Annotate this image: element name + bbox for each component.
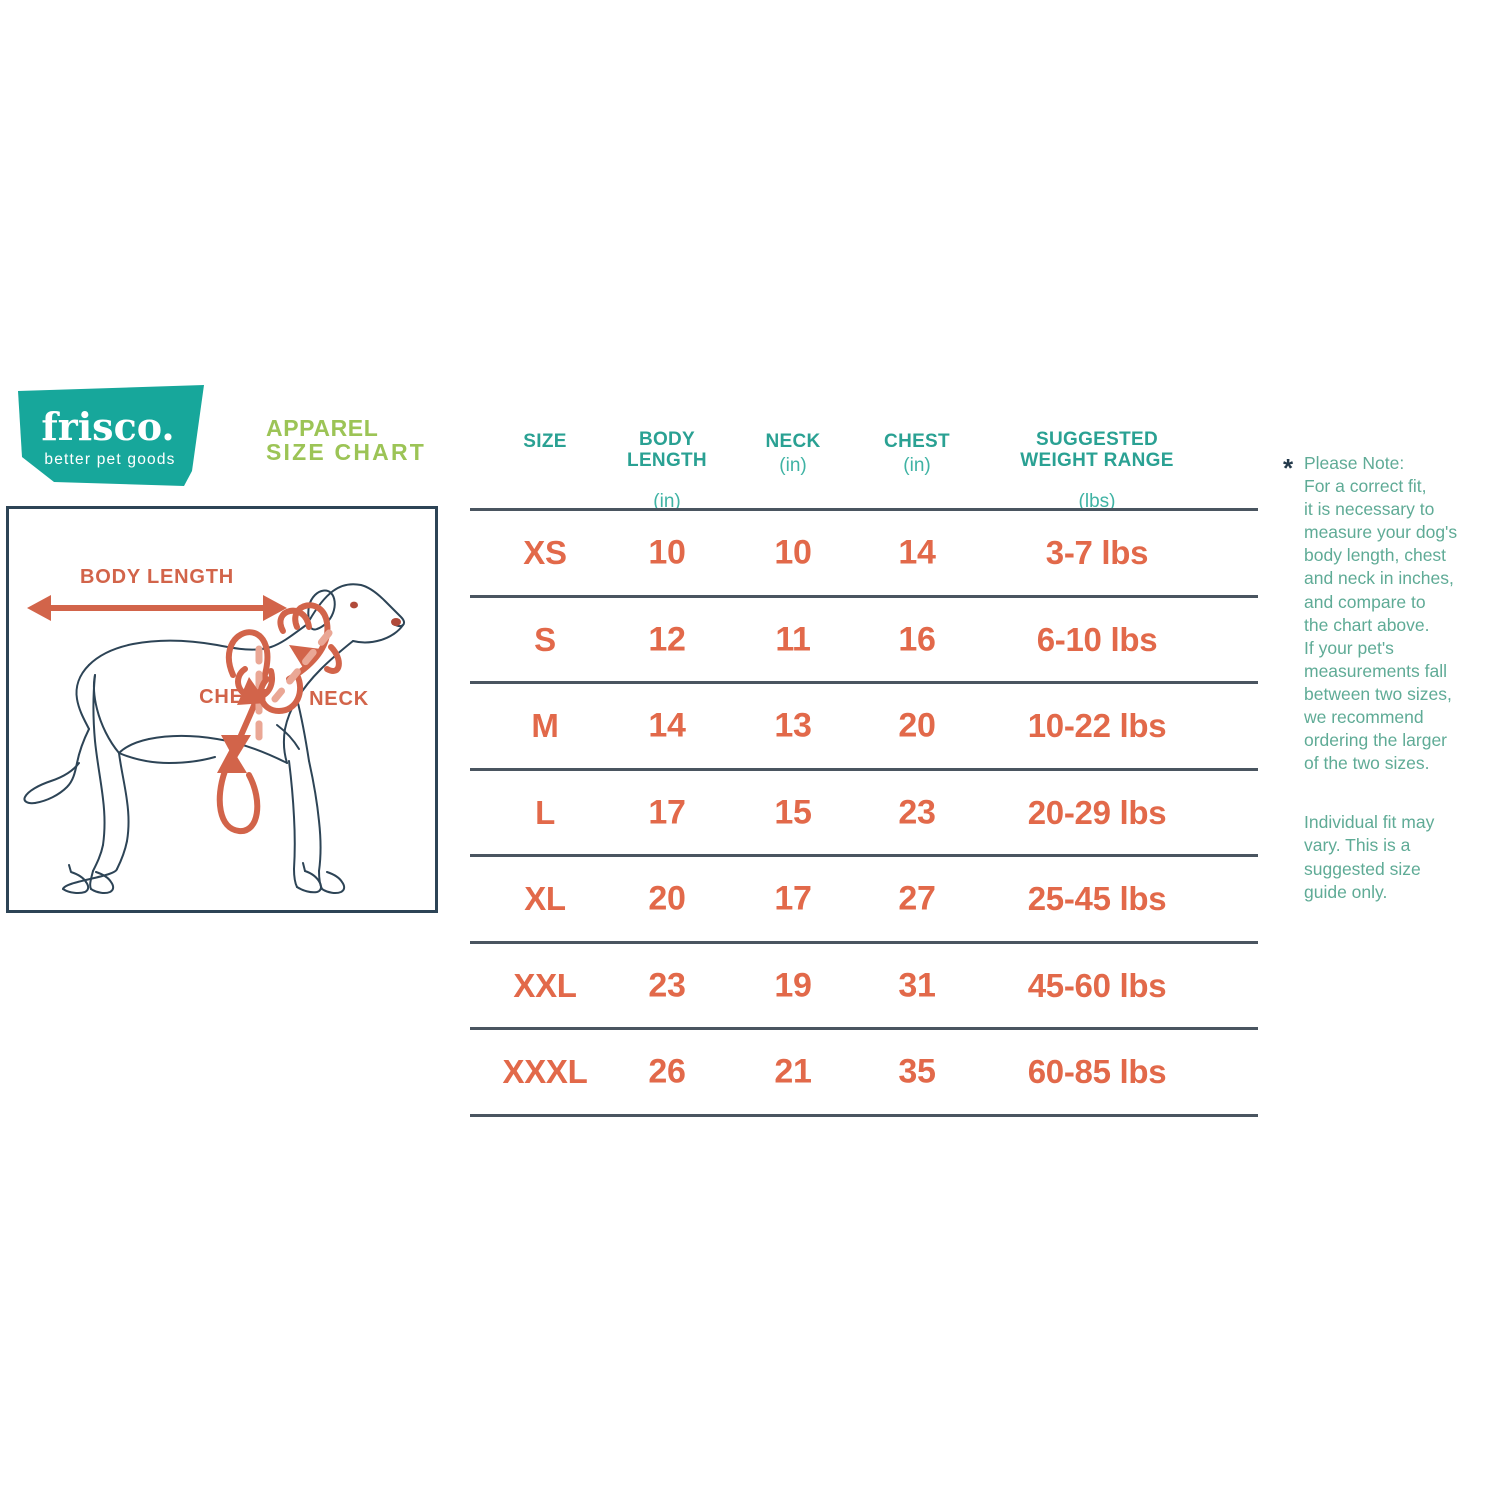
size-chart-table: SIZE BODY LENGTH (in) NECK (in) CHEST (i… <box>470 412 1260 1117</box>
cell-size: M <box>531 707 559 745</box>
cell-size: XS <box>523 534 567 572</box>
cell-chest: 20 <box>898 706 936 745</box>
cell-weight: 20-29 lbs <box>1027 793 1167 831</box>
dog-outline-icon <box>23 583 406 894</box>
column-header-weight-range: SUGGESTED WEIGHT RANGE (lbs) <box>1020 429 1174 513</box>
neck-label: NECK <box>309 688 369 710</box>
note-asterisk: * <box>1283 453 1294 483</box>
table-header-row: SIZE BODY LENGTH (in) NECK (in) CHEST (i… <box>470 412 1260 512</box>
cell-chest: 27 <box>898 879 936 918</box>
table-rule <box>470 508 1258 511</box>
heading-line-1: APPAREL <box>266 415 379 441</box>
cell-weight: 10-22 lbs <box>1027 707 1167 745</box>
cell-chest: 35 <box>898 1052 936 1091</box>
cell-chest: 14 <box>898 533 936 572</box>
chest-loop-icon <box>216 629 271 834</box>
cell-body-length: 10 <box>648 533 686 572</box>
column-header-chest: CHEST (in) <box>884 431 950 476</box>
table-rule <box>470 854 1258 857</box>
cell-neck: 19 <box>774 966 812 1005</box>
column-header-body-length: BODY LENGTH (in) <box>627 429 707 513</box>
table-rule <box>470 681 1258 684</box>
cell-size: XXXL <box>502 1053 588 1091</box>
neck-dashed-line <box>271 629 333 703</box>
cell-body-length: 17 <box>648 793 686 832</box>
cell-weight: 6-10 lbs <box>1036 620 1158 658</box>
cell-neck: 11 <box>775 620 811 659</box>
cell-body-length: 12 <box>648 620 686 659</box>
note-paragraph-2: Individual fit may vary. This is a sugge… <box>1304 812 1435 902</box>
cell-neck: 15 <box>774 793 812 832</box>
cell-chest: 31 <box>898 966 936 1005</box>
table-body: XS 10 10 14 3-7 lbs S 12 11 16 6-10 lbs M 14 13 20 10-… <box>470 508 1260 1117</box>
logo-wordmark: frisco. <box>41 404 174 449</box>
table-row: XL 20 17 27 25-45 lbs <box>470 854 1258 940</box>
cell-neck: 13 <box>774 706 812 745</box>
body-length-label: BODY LENGTH <box>80 566 234 588</box>
note-paragraph-1: Please Note: For a correct fit, it is ne… <box>1304 453 1458 774</box>
cell-body-length: 14 <box>648 706 686 745</box>
logo-tagline: better pet goods <box>44 451 175 468</box>
cell-weight: 3-7 lbs <box>1045 534 1149 572</box>
table-row: M 14 13 20 10-22 lbs <box>470 681 1258 767</box>
heading-line-2: SIZE CHART <box>266 439 426 466</box>
cell-neck: 17 <box>774 879 812 918</box>
table-rule <box>470 940 1258 944</box>
cell-chest: 16 <box>898 620 936 659</box>
cell-size: XXL <box>513 966 577 1004</box>
cell-size: XL <box>524 880 566 918</box>
body-length-arrowhead-right <box>263 595 287 621</box>
table-rule <box>470 767 1258 771</box>
cell-size: S <box>534 620 556 658</box>
table-rule <box>470 1027 1258 1030</box>
cell-weight: 25-45 lbs <box>1027 880 1167 918</box>
cell-chest: 23 <box>898 793 936 832</box>
table-row: XS 10 10 14 3-7 lbs <box>470 508 1258 594</box>
cell-body-length: 20 <box>648 879 686 918</box>
table-rule <box>470 1113 1258 1117</box>
column-header-size: SIZE <box>523 431 567 452</box>
table-row: S 12 11 16 6-10 lbs <box>470 595 1258 681</box>
neck-arrowhead-up <box>237 677 267 705</box>
cell-neck: 10 <box>774 533 812 572</box>
dog-measurement-diagram: BODY LENGTH CHEST <box>6 506 438 913</box>
table-rule <box>470 594 1258 598</box>
cell-weight: 45-60 lbs <box>1027 966 1167 1004</box>
apparel-size-chart-heading: APPAREL SIZE CHART <box>266 416 466 465</box>
cell-weight: 60-85 lbs <box>1027 1053 1167 1091</box>
body-length-arrowhead-left <box>27 595 51 621</box>
cell-body-length: 23 <box>648 966 686 1005</box>
cell-body-length: 26 <box>648 1052 686 1091</box>
table-row: XXXL 26 21 35 60-85 lbs <box>470 1027 1258 1113</box>
table-row: L 17 15 23 20-29 lbs <box>470 768 1258 854</box>
please-note-block: * Please Note: For a correct fit, it is … <box>1283 452 1488 904</box>
logo-tag-shape <box>18 385 204 486</box>
chest-arrowhead-down <box>221 735 251 761</box>
chest-arrowhead-up <box>217 747 247 773</box>
frisco-logo: frisco. better pet goods <box>6 385 211 488</box>
table-row: XXL 23 19 31 45-60 lbs <box>470 941 1258 1027</box>
cell-neck: 21 <box>774 1052 812 1091</box>
cell-size: L <box>535 793 555 831</box>
column-header-neck: NECK (in) <box>765 431 821 476</box>
